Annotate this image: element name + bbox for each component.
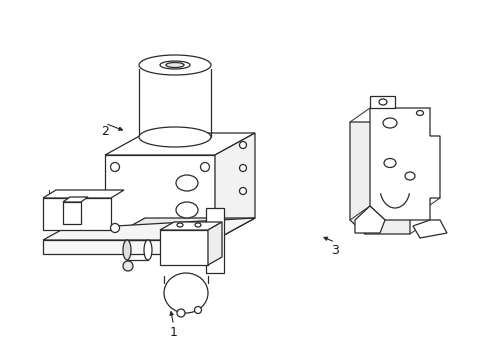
Ellipse shape	[176, 175, 198, 191]
Text: 1: 1	[169, 327, 177, 339]
Ellipse shape	[378, 99, 386, 105]
Ellipse shape	[239, 188, 246, 194]
Text: 2: 2	[101, 125, 109, 138]
Polygon shape	[43, 198, 111, 230]
Ellipse shape	[139, 55, 210, 75]
Ellipse shape	[143, 240, 152, 260]
Polygon shape	[205, 208, 224, 273]
Polygon shape	[412, 220, 446, 238]
Polygon shape	[349, 122, 419, 234]
Polygon shape	[369, 108, 439, 220]
Ellipse shape	[200, 162, 209, 171]
Ellipse shape	[200, 224, 209, 233]
Polygon shape	[105, 218, 254, 240]
Ellipse shape	[176, 202, 198, 218]
Ellipse shape	[239, 141, 246, 149]
Polygon shape	[105, 133, 254, 155]
Text: 3: 3	[330, 244, 338, 257]
Ellipse shape	[382, 118, 396, 128]
Ellipse shape	[404, 172, 414, 180]
Polygon shape	[43, 218, 254, 240]
Polygon shape	[63, 197, 88, 202]
Bar	[63, 202, 81, 224]
Ellipse shape	[165, 63, 183, 68]
Ellipse shape	[195, 223, 201, 227]
Polygon shape	[43, 190, 124, 198]
Ellipse shape	[123, 261, 133, 271]
Polygon shape	[207, 222, 222, 265]
Ellipse shape	[239, 165, 246, 171]
Polygon shape	[160, 222, 222, 230]
Polygon shape	[160, 230, 207, 265]
Ellipse shape	[123, 240, 131, 260]
Ellipse shape	[177, 309, 184, 317]
Polygon shape	[43, 240, 215, 254]
Ellipse shape	[194, 306, 201, 314]
Polygon shape	[354, 206, 384, 233]
Ellipse shape	[416, 111, 423, 116]
Ellipse shape	[110, 224, 119, 233]
Ellipse shape	[110, 162, 119, 171]
Ellipse shape	[163, 273, 207, 313]
Ellipse shape	[177, 223, 183, 227]
Polygon shape	[105, 155, 215, 240]
Ellipse shape	[160, 61, 190, 69]
Ellipse shape	[139, 127, 210, 147]
Polygon shape	[369, 96, 394, 108]
Ellipse shape	[383, 158, 395, 167]
Polygon shape	[215, 133, 254, 240]
